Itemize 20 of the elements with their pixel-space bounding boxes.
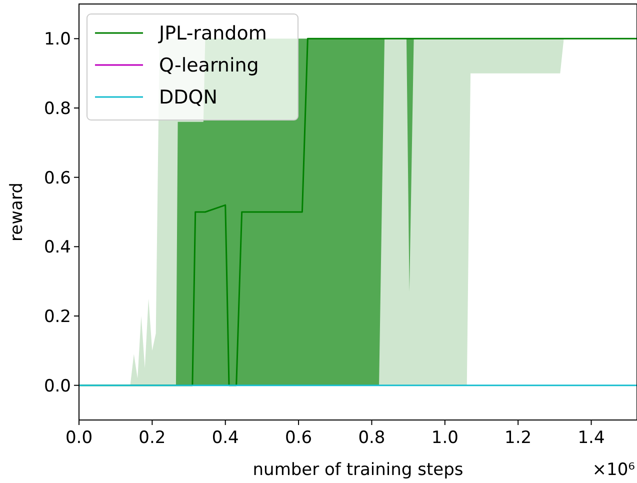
legend-label: Q-learning (159, 54, 259, 77)
x-tick-label: 0.0 (65, 428, 93, 448)
x-tick-label: 0.4 (212, 428, 239, 448)
legend-label: JPL-random (158, 22, 267, 45)
y-tick-label: 0.8 (44, 98, 71, 119)
x-tick-label: 0.6 (285, 428, 312, 448)
y-tick-label: 0.0 (44, 376, 71, 396)
x-tick-label: 0.8 (358, 428, 386, 448)
y-tick-label: 1.0 (44, 30, 71, 50)
x-tick-label: 1.2 (504, 428, 532, 448)
x-axis-title: number of training steps (252, 460, 464, 480)
legend-label: DDQN (159, 86, 218, 109)
x-tick-label: 1.4 (578, 428, 605, 448)
y-tick-label: 0.6 (44, 168, 71, 188)
y-axis-title: reward (7, 182, 27, 242)
x-tick-label: 1.0 (431, 428, 458, 448)
y-tick-label: 0.2 (44, 306, 71, 327)
text: ×10⁶ (592, 460, 636, 480)
y-tick-label: 0.4 (44, 238, 71, 258)
x-tick-label: 0.2 (138, 428, 166, 448)
